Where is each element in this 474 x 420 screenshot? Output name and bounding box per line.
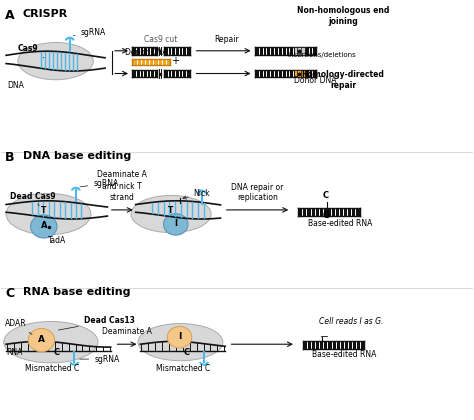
Text: Insertions/deletions: Insertions/deletions	[287, 52, 356, 58]
Bar	[293, 70, 305, 77]
Bar	[293, 47, 305, 55]
Text: RNA: RNA	[6, 348, 22, 357]
Bar	[164, 70, 190, 77]
Text: C: C	[54, 348, 60, 357]
Ellipse shape	[18, 42, 93, 80]
Text: sgRNA: sgRNA	[80, 354, 119, 364]
Bar	[298, 208, 359, 216]
Circle shape	[167, 326, 192, 348]
Circle shape	[164, 214, 188, 235]
Bar	[132, 70, 157, 77]
Text: A: A	[41, 221, 47, 230]
Text: G: G	[322, 211, 329, 220]
Text: Mismatched C: Mismatched C	[25, 364, 80, 373]
Text: Donor DNA: Donor DNA	[293, 76, 336, 84]
Text: Base-edited RNA: Base-edited RNA	[309, 219, 373, 228]
Text: CRISPR: CRISPR	[23, 10, 68, 19]
Text: DNA repair or
replication: DNA repair or replication	[231, 183, 283, 202]
Bar	[132, 47, 157, 55]
Text: C: C	[5, 287, 14, 300]
Text: DNA: DNA	[8, 81, 24, 90]
Bar	[255, 70, 316, 77]
Ellipse shape	[6, 193, 91, 235]
Bar	[255, 47, 316, 55]
Text: T: T	[41, 206, 46, 215]
Text: Dead Cas13: Dead Cas13	[58, 316, 135, 330]
Text: I: I	[174, 219, 177, 228]
Text: Cas9: Cas9	[18, 44, 44, 58]
Text: Nick: Nick	[183, 189, 210, 199]
Text: B: B	[5, 151, 15, 164]
Text: ADAR: ADAR	[5, 319, 32, 334]
Text: C: C	[322, 192, 328, 200]
Text: DNA base editing: DNA base editing	[23, 151, 131, 161]
Text: +: +	[171, 56, 179, 66]
Bar	[164, 47, 190, 55]
Text: RNA base editing: RNA base editing	[23, 287, 130, 297]
Text: TadA: TadA	[48, 236, 66, 245]
Ellipse shape	[138, 323, 223, 361]
Circle shape	[31, 215, 57, 238]
Text: I: I	[178, 332, 181, 341]
Ellipse shape	[131, 195, 211, 233]
Text: sgRNA: sgRNA	[73, 28, 106, 37]
Text: Dead Cas9: Dead Cas9	[10, 192, 55, 206]
Text: C: C	[183, 348, 190, 357]
Text: Repair: Repair	[214, 35, 239, 44]
Text: Homology-directed
repair: Homology-directed repair	[301, 70, 384, 90]
Text: sgRNA: sgRNA	[80, 179, 118, 188]
Text: Cas9 cut: Cas9 cut	[144, 35, 177, 44]
Bar	[303, 341, 364, 349]
Text: Donor DNA: Donor DNA	[125, 48, 168, 57]
Text: T: T	[167, 206, 173, 215]
Bar	[132, 59, 170, 65]
Text: Deaminate A
and nick T
strand: Deaminate A and nick T strand	[97, 171, 147, 202]
Text: Cell reads I as G.: Cell reads I as G.	[319, 317, 383, 326]
Text: A: A	[38, 335, 45, 344]
Text: Deaminate A: Deaminate A	[102, 327, 152, 336]
Text: Mismatched C: Mismatched C	[155, 364, 210, 373]
Text: Non-homologous end
joining: Non-homologous end joining	[297, 6, 389, 26]
Text: Base-edited RNA: Base-edited RNA	[312, 349, 377, 359]
Ellipse shape	[4, 321, 98, 363]
Text: A: A	[5, 10, 15, 22]
Circle shape	[28, 328, 55, 352]
